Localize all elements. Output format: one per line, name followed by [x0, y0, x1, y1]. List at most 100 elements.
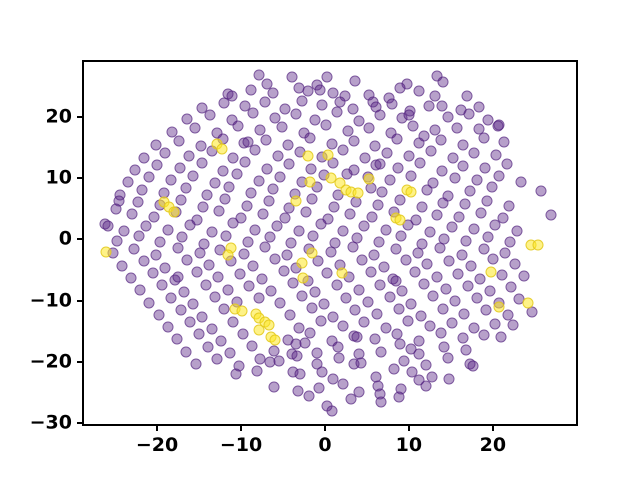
- data-point-cluster-purple: [435, 134, 447, 146]
- data-point-cluster-purple: [122, 176, 134, 188]
- data-point-cluster-purple: [306, 193, 318, 205]
- y-tick-mark: [77, 361, 84, 364]
- data-point-cluster-purple: [486, 181, 498, 193]
- data-point-cluster-purple: [431, 70, 443, 82]
- data-point-cluster-purple: [197, 201, 209, 213]
- data-point-cluster-yellow: [306, 247, 318, 259]
- data-point-cluster-purple: [251, 365, 263, 377]
- data-point-cluster-purple: [474, 273, 486, 285]
- data-point-cluster-purple: [458, 308, 470, 320]
- data-point-cluster-purple: [176, 231, 188, 243]
- data-point-cluster-purple: [243, 280, 255, 292]
- data-point-cluster-purple: [473, 101, 485, 113]
- data-point-cluster-yellow: [394, 214, 406, 226]
- data-point-cluster-purple: [326, 335, 338, 347]
- data-point-cluster-purple: [353, 386, 365, 398]
- data-point-cluster-purple: [321, 267, 333, 279]
- x-tick-label: 0: [318, 434, 332, 456]
- data-point-cluster-purple: [373, 236, 385, 248]
- data-point-cluster-purple: [253, 292, 265, 304]
- data-point-cluster-purple: [398, 355, 410, 367]
- data-point-cluster-purple: [303, 390, 315, 402]
- data-point-cluster-purple: [273, 355, 285, 367]
- data-point-cluster-purple: [150, 249, 162, 261]
- data-point-cluster-purple: [337, 144, 349, 156]
- data-point-cluster-purple: [226, 114, 238, 126]
- data-point-cluster-purple: [261, 163, 273, 175]
- data-point-cluster-yellow: [297, 272, 309, 284]
- y-tick-mark: [77, 176, 84, 179]
- data-point-cluster-purple: [118, 225, 130, 237]
- data-point-cluster-purple: [468, 147, 480, 159]
- data-point-cluster-purple: [283, 158, 295, 170]
- data-point-cluster-purple: [396, 285, 408, 297]
- data-point-cluster-purple: [222, 284, 234, 296]
- data-point-cluster-purple: [315, 315, 327, 327]
- data-point-cluster-purple: [418, 278, 430, 290]
- data-point-cluster-purple: [232, 120, 244, 132]
- data-point-cluster-yellow: [216, 143, 228, 155]
- data-point-cluster-purple: [384, 291, 396, 303]
- data-point-cluster-yellow: [168, 206, 180, 218]
- data-point-cluster-purple: [427, 290, 439, 302]
- data-point-cluster-purple: [178, 286, 190, 298]
- data-point-cluster-purple: [304, 327, 316, 339]
- data-point-cluster-purple: [363, 122, 375, 134]
- data-point-cluster-purple: [129, 164, 141, 176]
- data-point-cluster-yellow: [253, 324, 265, 335]
- y-tick-mark: [77, 115, 84, 118]
- data-point-cluster-purple: [259, 96, 271, 108]
- data-point-cluster-purple: [420, 380, 432, 392]
- data-point-cluster-purple: [309, 286, 321, 298]
- data-point-cluster-purple: [331, 279, 343, 291]
- data-point-cluster-purple: [276, 121, 288, 133]
- data-point-cluster-purple: [300, 206, 312, 218]
- data-point-cluster-purple: [365, 266, 377, 278]
- data-point-cluster-purple: [309, 114, 321, 126]
- data-point-cluster-purple: [436, 165, 448, 177]
- data-point-cluster-purple: [413, 374, 425, 386]
- data-point-cluster-purple: [206, 323, 218, 335]
- data-point-cluster-purple: [459, 198, 471, 210]
- data-point-cluster-purple: [184, 316, 196, 328]
- data-point-cluster-purple: [102, 220, 113, 232]
- data-point-cluster-purple: [293, 322, 305, 334]
- data-point-cluster-purple: [293, 225, 305, 237]
- data-point-cluster-purple: [471, 174, 483, 186]
- data-point-cluster-purple: [447, 152, 459, 164]
- data-point-cluster-purple: [150, 139, 162, 151]
- data-point-cluster-purple: [380, 224, 392, 235]
- data-point-cluster-purple: [235, 212, 247, 224]
- data-point-cluster-purple: [443, 255, 455, 267]
- y-tick-label: −10: [29, 289, 72, 312]
- data-point-cluster-purple: [134, 284, 146, 296]
- data-point-cluster-purple: [171, 333, 183, 345]
- data-point-cluster-purple: [502, 309, 514, 321]
- data-point-cluster-purple: [341, 168, 353, 180]
- x-tick-label: 20: [479, 434, 507, 456]
- data-point-cluster-purple: [312, 255, 324, 267]
- data-point-cluster-purple: [264, 231, 276, 243]
- data-point-cluster-purple: [449, 172, 461, 184]
- data-point-cluster-purple: [385, 127, 397, 139]
- data-point-cluster-purple: [249, 144, 261, 156]
- data-point-cluster-purple: [261, 78, 273, 90]
- data-point-cluster-purple: [212, 271, 224, 283]
- data-point-cluster-purple: [511, 225, 523, 237]
- data-point-cluster-purple: [371, 308, 383, 320]
- data-point-cluster-purple: [204, 109, 216, 121]
- data-point-cluster-purple: [355, 357, 367, 369]
- data-point-cluster-purple: [475, 207, 487, 219]
- data-point-cluster-purple: [253, 175, 265, 187]
- x-tick-label: −20: [135, 434, 179, 456]
- data-point-cluster-purple: [218, 303, 230, 315]
- data-point-cluster-purple: [449, 295, 461, 307]
- data-point-cluster-purple: [425, 145, 437, 157]
- data-point-cluster-purple: [415, 310, 427, 322]
- data-point-cluster-purple: [181, 113, 193, 125]
- data-point-cluster-purple: [265, 285, 277, 297]
- data-point-cluster-purple: [374, 109, 386, 121]
- data-point-cluster-yellow: [485, 266, 497, 278]
- data-point-cluster-purple: [460, 344, 472, 356]
- data-point-cluster-purple: [437, 76, 449, 88]
